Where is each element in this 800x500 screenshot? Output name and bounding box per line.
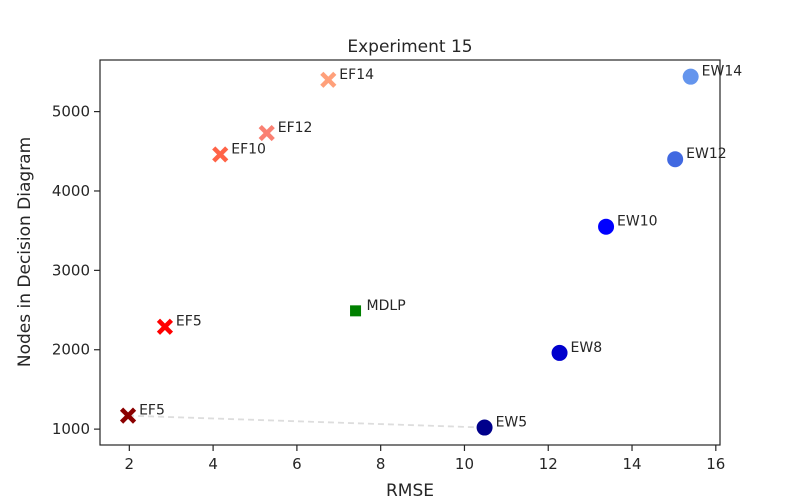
x-tick-label: 16: [706, 455, 725, 473]
x-axis-title: RMSE: [386, 481, 434, 500]
x-tick-label: 2: [125, 455, 135, 473]
point-label-ef10: EF10: [231, 141, 266, 157]
x-tick-label: 8: [376, 455, 386, 473]
point-label-ew14: EW14: [702, 64, 743, 80]
y-axis-title: Nodes in Decision Diagram: [15, 137, 35, 367]
point-ew5: [476, 419, 493, 436]
points-layer: [119, 68, 699, 436]
point-ef10: [212, 146, 229, 163]
point-ew12: [667, 151, 684, 168]
x-tick-label: 12: [539, 455, 558, 473]
y-tick-label: 4000: [52, 182, 90, 200]
y-tick-label: 1000: [52, 420, 90, 438]
point-ew14: [682, 68, 699, 85]
point-label-ew10: EW10: [617, 214, 658, 230]
point-label-ef12: EF12: [278, 120, 313, 136]
chart-title: Experiment 15: [347, 37, 472, 57]
x-tick-label: 10: [455, 455, 474, 473]
x-tick-label: 4: [208, 455, 218, 473]
point-mdlp: [350, 305, 362, 317]
point-ef5: [156, 318, 174, 335]
point-ef12: [258, 124, 275, 142]
point-ef14: [320, 71, 337, 88]
y-tick-label: 5000: [52, 103, 90, 121]
x-tick-label: 14: [622, 455, 641, 473]
point-label-ew8: EW8: [571, 340, 603, 356]
point-label-ef5: EF5: [176, 314, 202, 330]
point-labels-layer: EF5 EF5 EF10 EF12 EF14 MDLP EW5 EW8 EW10 EW12 EW14: [139, 64, 742, 431]
connector-layer: [128, 414, 485, 429]
dashed-connector-line: [128, 414, 485, 429]
y-tick-label: 3000: [52, 261, 90, 279]
y-axis: 1000 2000 3000 4000 5000: [52, 103, 100, 438]
x-tick-label: 6: [292, 455, 302, 473]
y-tick-label: 2000: [52, 341, 90, 359]
point-label-ew5: EW5: [496, 415, 528, 431]
plot-frame: [99, 59, 721, 446]
point-label-ef5: EF5: [139, 403, 165, 419]
point-label-ef14: EF14: [339, 67, 374, 83]
x-axis: 2 4 6 8 10 12 14 16: [125, 445, 725, 473]
point-label-mdlp: MDLP: [367, 298, 406, 314]
point-ef5: [119, 407, 137, 424]
point-ew8: [551, 344, 568, 361]
point-ew10: [598, 218, 615, 235]
point-label-ew12: EW12: [686, 146, 727, 162]
